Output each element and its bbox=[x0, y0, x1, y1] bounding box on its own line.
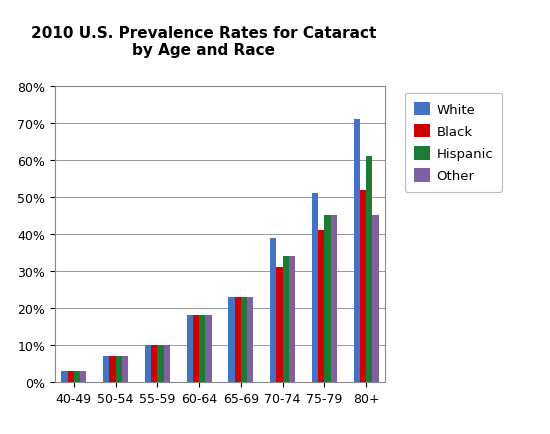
Bar bbox=[68, 371, 74, 382]
Bar bbox=[193, 316, 199, 382]
Bar bbox=[186, 316, 193, 382]
Bar bbox=[228, 297, 235, 382]
Bar bbox=[199, 316, 205, 382]
Bar bbox=[331, 216, 337, 382]
Bar bbox=[109, 356, 116, 382]
Bar bbox=[360, 190, 366, 382]
Bar bbox=[289, 256, 295, 382]
Legend: White, Black, Hispanic, Other: White, Black, Hispanic, Other bbox=[405, 93, 503, 192]
Bar bbox=[247, 297, 254, 382]
Text: 2010 U.S. Prevalence Rates for Cataract
by Age and Race: 2010 U.S. Prevalence Rates for Cataract … bbox=[31, 26, 376, 58]
Bar bbox=[366, 157, 372, 382]
Bar bbox=[241, 297, 247, 382]
Bar bbox=[61, 371, 68, 382]
Bar bbox=[354, 120, 360, 382]
Bar bbox=[283, 256, 289, 382]
Bar bbox=[277, 267, 283, 382]
Bar bbox=[163, 345, 170, 382]
Bar bbox=[145, 345, 151, 382]
Bar bbox=[372, 216, 379, 382]
Bar bbox=[80, 371, 86, 382]
Bar bbox=[151, 345, 157, 382]
Bar bbox=[312, 194, 318, 382]
Bar bbox=[270, 238, 277, 382]
Bar bbox=[157, 345, 163, 382]
Bar bbox=[318, 231, 324, 382]
Bar bbox=[116, 356, 122, 382]
Bar bbox=[235, 297, 241, 382]
Bar bbox=[122, 356, 128, 382]
Bar bbox=[324, 216, 331, 382]
Bar bbox=[74, 371, 80, 382]
Bar bbox=[103, 356, 109, 382]
Bar bbox=[205, 316, 212, 382]
